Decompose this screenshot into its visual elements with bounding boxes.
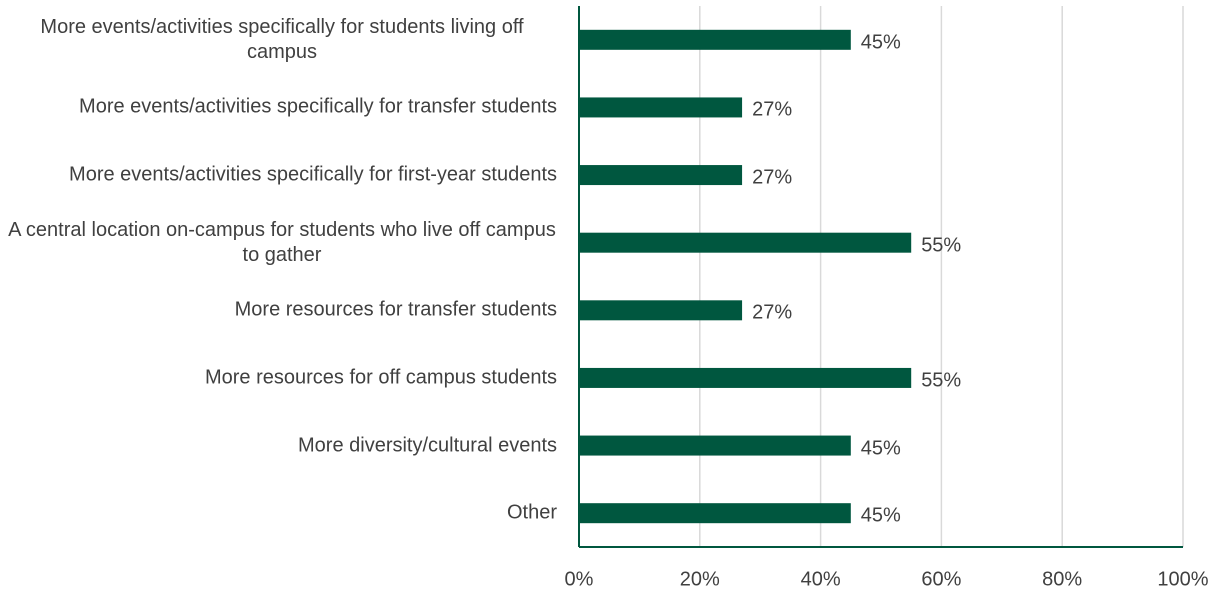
- bar: [579, 435, 851, 456]
- y-tick-label: More events/activities specifically for …: [79, 95, 557, 118]
- y-tick-label: More diversity/cultural events: [298, 434, 557, 457]
- value-label: 55%: [921, 369, 962, 392]
- y-tick-label: More events/activities specifically for …: [69, 163, 557, 186]
- y-tick-label: Other: [506, 501, 557, 524]
- value-label: 45%: [860, 437, 901, 460]
- y-tick-label: A central location on-campus for student…: [8, 218, 556, 266]
- x-tick-label: 40%: [800, 568, 841, 591]
- bar: [579, 232, 912, 253]
- value-label: 27%: [752, 98, 793, 121]
- x-tick-label: 80%: [1042, 568, 1083, 591]
- bar: [579, 503, 851, 524]
- x-tick-label: 0%: [564, 568, 594, 591]
- x-tick-label: 100%: [1157, 568, 1209, 591]
- x-tick-label: 60%: [921, 568, 962, 591]
- y-tick-label: More resources for transfer students: [234, 298, 557, 321]
- bar: [579, 97, 743, 118]
- value-label: 55%: [921, 234, 962, 257]
- bar: [579, 300, 743, 321]
- value-label: 45%: [860, 31, 901, 54]
- y-tick-label: More events/activities specifically for …: [40, 15, 524, 63]
- x-tick-label: 20%: [679, 568, 720, 591]
- y-tick-label: More resources for off campus students: [204, 366, 557, 389]
- value-label: 45%: [860, 504, 901, 527]
- bar: [579, 29, 851, 50]
- bar: [579, 165, 743, 186]
- value-label: 27%: [752, 166, 793, 189]
- value-label: 27%: [752, 301, 793, 324]
- bar: [579, 367, 912, 388]
